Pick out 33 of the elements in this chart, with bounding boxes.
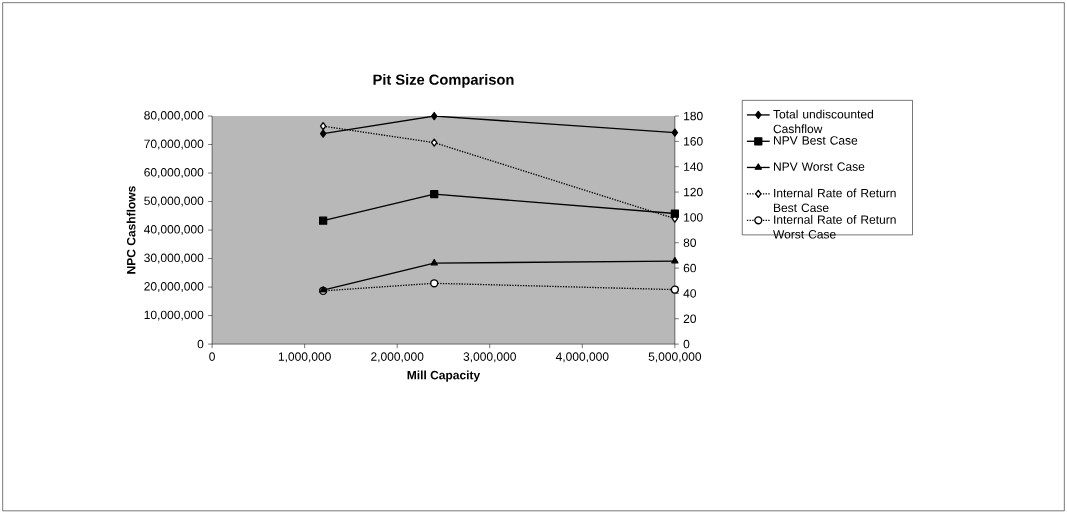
y-tick-label: 0: [197, 339, 204, 349]
y-tick-label: 80,000,000: [144, 110, 204, 121]
y2-tick-label: 160: [684, 136, 703, 146]
y-tick-label: 50,000,000: [144, 196, 204, 207]
legend-label: Internal Rate of Return Best Case: [774, 188, 896, 212]
x-tick-label: 2,000,000: [371, 352, 424, 363]
x-tick-label: 1,000,000: [278, 352, 331, 363]
legend-label: Total undiscounted Cashflow: [773, 109, 873, 133]
legend-label: Internal Rate of Return Worst Case: [773, 214, 896, 239]
y2-tick-label: 0: [683, 339, 690, 349]
y2-tick-label: 140: [684, 162, 703, 171]
y-tick-label: 30,000,000: [144, 253, 204, 264]
x-tick-label: 5,000,000: [648, 352, 702, 363]
chart-title: Pit Size Comparison: [373, 73, 514, 88]
y2-tick-label: 40: [683, 288, 697, 298]
legend-label: NPV Worst Case: [774, 162, 865, 171]
x-tick-label: 0: [209, 352, 215, 361]
y-tick-label: 70,000,000: [144, 139, 204, 150]
y2-tick-label: 20: [683, 314, 697, 323]
x-axis-title: Mill Capacity: [407, 370, 481, 382]
x-tick-label: 3,000,000: [463, 352, 516, 363]
legend-label: NPV Best Case: [774, 135, 858, 145]
y2-tick-label: 60: [683, 263, 697, 273]
y2-tick-label: 180: [684, 111, 703, 121]
y-axis-title: NPC Cashflows: [126, 185, 136, 274]
y2-tick-label: 100: [684, 212, 703, 222]
y2-tick-label: 120: [684, 187, 703, 197]
y-tick-label: 40,000,000: [144, 224, 204, 235]
y-tick-label: 10,000,000: [144, 310, 204, 321]
y2-tick-label: 80: [683, 238, 697, 247]
y-tick-label: 20,000,000: [144, 281, 204, 292]
y-tick-label: 60,000,000: [144, 167, 204, 178]
x-tick-label: 4,000,000: [555, 352, 609, 363]
